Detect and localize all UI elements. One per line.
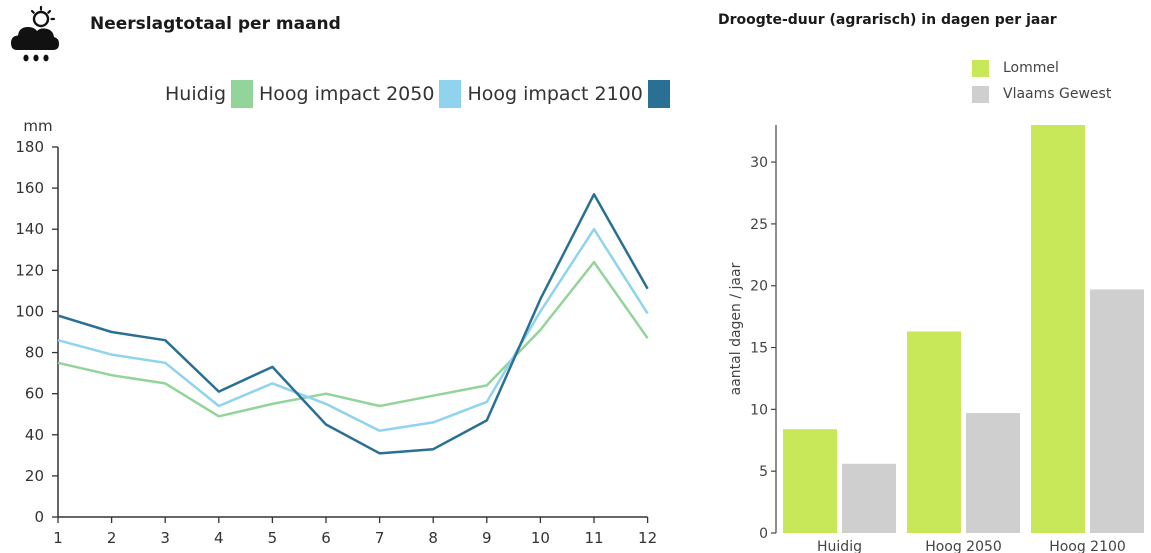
x-tick-label: 1 <box>53 529 63 547</box>
legend-item: Hoog impact 2100 <box>467 80 675 108</box>
x-category-label: Hoog 2100 <box>1049 539 1126 553</box>
legend-label: Lommel <box>1003 60 1059 76</box>
legend-swatch <box>972 85 989 103</box>
y-tick-label: 5 <box>759 464 768 480</box>
y-tick-label: 20 <box>750 279 768 295</box>
legend-label: Hoog impact 2050 <box>259 83 435 105</box>
x-tick-label: 2 <box>107 529 117 547</box>
series-line-hoog-impact-2100 <box>57 193 649 455</box>
bar-vlaams-gewest <box>966 413 1020 533</box>
legend-label: Hoog impact 2100 <box>467 83 643 105</box>
y-tick-label: 20 <box>25 467 44 485</box>
bar-lommel <box>907 331 961 533</box>
legend-label: Huidig <box>165 83 227 105</box>
y-tick-label: 40 <box>25 426 44 444</box>
bar-vlaams-gewest <box>1090 289 1144 533</box>
legend-item: Hoog impact 2050 <box>259 80 467 108</box>
y-axis-title: aantal dagen / jaar <box>728 262 744 395</box>
y-tick-label: 80 <box>25 344 44 362</box>
legend-swatch <box>647 80 670 108</box>
drought-legend: Lommel Vlaams Gewest <box>972 55 1111 107</box>
precipitation-chart-title: Neerslagtotaal per maand <box>90 14 341 34</box>
legend-swatch <box>972 59 989 77</box>
x-category-label: Hoog 2050 <box>925 539 1002 553</box>
drought-chart-title: Droogte-duur (agrarisch) in dagen per ja… <box>718 12 1057 28</box>
x-tick-label: 6 <box>321 529 331 547</box>
y-tick-label: 100 <box>15 302 44 320</box>
x-tick-label: 5 <box>268 529 278 547</box>
y-tick-label: 0 <box>34 508 44 526</box>
y-tick-label: 30 <box>750 155 768 171</box>
legend-swatch <box>439 80 462 108</box>
y-axis-unit-label: mm <box>23 117 52 135</box>
x-tick-label: 7 <box>375 529 385 547</box>
y-tick-label: 25 <box>750 217 768 233</box>
y-tick-label: 0 <box>759 526 768 542</box>
series-line-hoog-impact-2050 <box>57 227 649 432</box>
legend-item: Vlaams Gewest <box>972 81 1111 107</box>
bar-lommel <box>1031 125 1085 533</box>
y-tick-label: 15 <box>750 341 768 357</box>
y-tick-label: 160 <box>15 179 44 197</box>
x-tick-label: 3 <box>160 529 170 547</box>
legend-item: Lommel <box>972 55 1111 81</box>
x-category-label: Huidig <box>817 539 862 553</box>
x-tick-label: 10 <box>531 529 550 547</box>
x-tick-label: 8 <box>428 529 438 547</box>
cloud-rain-sun-icon <box>10 5 60 64</box>
bar-lommel <box>783 429 837 533</box>
legend-item: Huidig <box>165 80 259 108</box>
y-tick-label: 180 <box>15 138 44 156</box>
legend-swatch <box>231 80 254 108</box>
legend-label: Vlaams Gewest <box>1003 86 1112 102</box>
x-tick-label: 11 <box>584 529 603 547</box>
precipitation-legend: Huidig Hoog impact 2050 Hoog impact 2100 <box>165 78 676 110</box>
y-tick-label: 60 <box>25 385 44 403</box>
x-tick-label: 12 <box>638 529 657 547</box>
series-line-huidig <box>57 260 649 418</box>
x-tick-label: 9 <box>482 529 492 547</box>
bar-vlaams-gewest <box>842 463 896 533</box>
x-tick-label: 4 <box>214 529 224 547</box>
y-tick-label: 140 <box>15 220 44 238</box>
y-tick-label: 10 <box>750 402 768 418</box>
y-tick-label: 120 <box>15 261 44 279</box>
